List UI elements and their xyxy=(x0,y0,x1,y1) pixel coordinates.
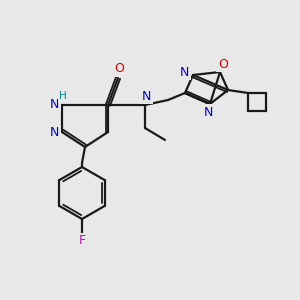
Text: H: H xyxy=(59,91,67,101)
Text: N: N xyxy=(49,98,59,110)
Text: N: N xyxy=(49,127,59,140)
Text: O: O xyxy=(218,58,228,70)
Text: N: N xyxy=(179,65,189,79)
Text: N: N xyxy=(141,89,151,103)
Text: O: O xyxy=(114,62,124,76)
Text: N: N xyxy=(203,106,213,118)
Text: F: F xyxy=(78,235,85,248)
